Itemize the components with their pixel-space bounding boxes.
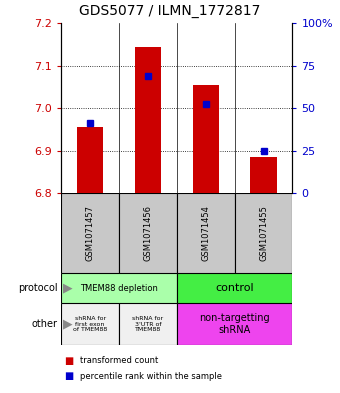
Text: TMEM88 depletion: TMEM88 depletion (80, 284, 158, 293)
Bar (235, 193, 292, 273)
Text: GSM1071456: GSM1071456 (143, 205, 152, 261)
Text: ▶: ▶ (63, 318, 72, 331)
Text: control: control (215, 283, 254, 293)
Text: GDS5077 / ILMN_1772817: GDS5077 / ILMN_1772817 (79, 4, 261, 18)
Bar (135, 46, 161, 193)
Bar (119, 303, 177, 345)
Text: GSM1071455: GSM1071455 (259, 205, 268, 261)
Bar (61, 303, 119, 345)
Text: other: other (32, 319, 58, 329)
Text: GSM1071457: GSM1071457 (86, 205, 95, 261)
Bar (193, 85, 219, 193)
Text: protocol: protocol (18, 283, 58, 293)
Text: shRNA for
3'UTR of
TMEM88: shRNA for 3'UTR of TMEM88 (132, 316, 164, 332)
Text: ■: ■ (65, 371, 74, 381)
Bar (61, 193, 119, 273)
Bar (77, 127, 103, 193)
Bar (251, 157, 276, 193)
Bar (177, 193, 235, 273)
Bar (177, 273, 292, 303)
Text: GSM1071454: GSM1071454 (201, 205, 210, 261)
Text: non-targetting
shRNA: non-targetting shRNA (199, 313, 270, 335)
Text: transformed count: transformed count (80, 356, 158, 365)
Bar (61, 273, 177, 303)
Text: ■: ■ (65, 356, 74, 365)
Text: percentile rank within the sample: percentile rank within the sample (80, 372, 222, 381)
Bar (119, 193, 177, 273)
Text: ▶: ▶ (63, 282, 72, 295)
Text: shRNA for
first exon
of TMEM88: shRNA for first exon of TMEM88 (73, 316, 107, 332)
Bar (177, 303, 292, 345)
